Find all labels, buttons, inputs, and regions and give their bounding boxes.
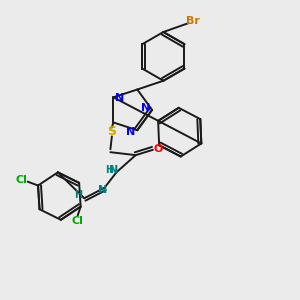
Text: N: N bbox=[109, 165, 119, 175]
Text: S: S bbox=[107, 125, 116, 139]
Text: N: N bbox=[115, 93, 124, 103]
Text: Cl: Cl bbox=[72, 216, 84, 226]
Text: Br: Br bbox=[186, 16, 200, 26]
Text: H: H bbox=[74, 190, 82, 200]
Text: H: H bbox=[105, 165, 113, 175]
Text: N: N bbox=[141, 103, 150, 113]
Text: N: N bbox=[126, 127, 135, 137]
Text: Cl: Cl bbox=[16, 175, 28, 185]
Text: O: O bbox=[154, 144, 163, 154]
Text: N: N bbox=[98, 185, 108, 195]
